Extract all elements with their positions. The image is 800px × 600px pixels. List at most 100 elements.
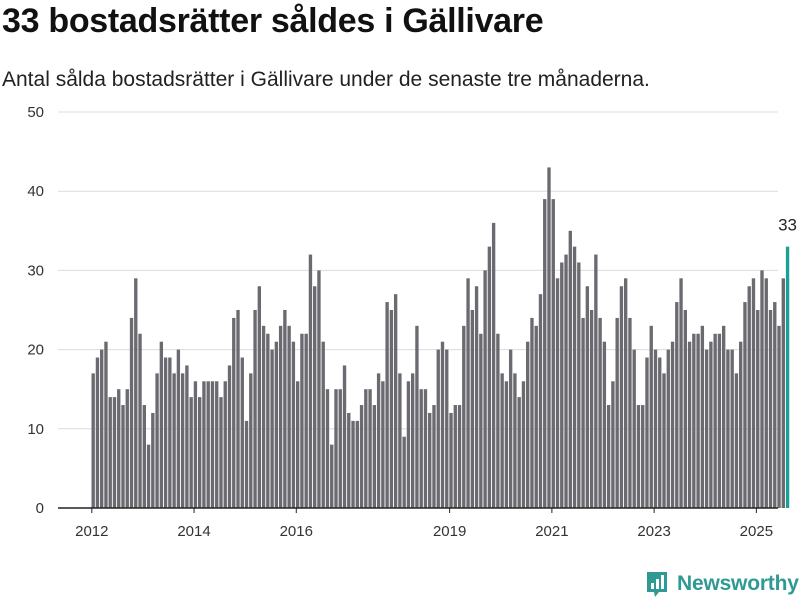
bar	[492, 223, 495, 508]
bar	[483, 270, 486, 508]
bar	[245, 421, 248, 508]
y-tick-label: 40	[27, 183, 44, 200]
bar	[151, 413, 154, 508]
bar	[241, 358, 244, 508]
bar	[275, 342, 278, 508]
bar	[177, 350, 180, 508]
bar	[581, 318, 584, 508]
bar	[773, 302, 776, 508]
bar	[428, 413, 431, 508]
bar	[305, 334, 308, 508]
bar	[637, 405, 640, 508]
bar	[96, 358, 99, 508]
bar	[364, 389, 367, 508]
bar	[113, 397, 116, 508]
bar-chart: 010203040502012 2014 2016 2019 2021 2023 20253…	[0, 0, 800, 600]
bar	[556, 278, 559, 508]
bar	[385, 302, 388, 508]
bar	[458, 405, 461, 508]
bar	[769, 310, 772, 508]
bar	[675, 302, 678, 508]
bar	[445, 350, 448, 508]
bar	[479, 334, 482, 508]
bar	[343, 365, 346, 508]
y-tick-label: 0	[36, 500, 44, 517]
bar	[262, 326, 265, 508]
bar	[266, 334, 269, 508]
bar	[552, 199, 555, 508]
bar	[309, 255, 312, 508]
bar	[662, 373, 665, 508]
bar	[194, 381, 197, 508]
x-tick-label: 2016	[280, 523, 313, 540]
bar	[535, 326, 538, 508]
bar	[138, 334, 141, 508]
bar	[211, 381, 214, 508]
bar	[181, 373, 184, 508]
bar	[594, 255, 597, 508]
bar	[394, 294, 397, 508]
bar	[777, 326, 780, 508]
bar	[471, 310, 474, 508]
bar	[505, 381, 508, 508]
bar	[748, 286, 751, 508]
bar	[611, 381, 614, 508]
bar	[543, 199, 546, 508]
bar	[283, 310, 286, 508]
bar	[513, 373, 516, 508]
x-tick-label: 2023	[637, 523, 670, 540]
bar	[207, 381, 210, 508]
bar	[475, 286, 478, 508]
bar	[415, 326, 418, 508]
bar	[726, 350, 729, 508]
bar	[645, 358, 648, 508]
latest-value-label: 33	[778, 216, 797, 235]
bar	[756, 310, 759, 508]
bar	[603, 342, 606, 508]
bar	[590, 310, 593, 508]
bar	[130, 318, 133, 508]
bar	[598, 318, 601, 508]
y-tick-label: 30	[27, 262, 44, 279]
bar	[522, 381, 525, 508]
bar	[466, 278, 469, 508]
bar	[411, 373, 414, 508]
bar	[671, 342, 674, 508]
bar	[547, 167, 550, 508]
bar	[424, 389, 427, 508]
bar	[287, 326, 290, 508]
bar	[713, 334, 716, 508]
x-tick-label: 2021	[535, 523, 568, 540]
bar	[258, 286, 261, 508]
bar	[92, 373, 95, 508]
bar	[620, 286, 623, 508]
bar	[667, 350, 670, 508]
bar	[586, 286, 589, 508]
bar	[185, 365, 188, 508]
bar	[398, 373, 401, 508]
bar	[134, 278, 137, 508]
bar	[718, 334, 721, 508]
bar	[560, 262, 563, 508]
bar	[232, 318, 235, 508]
bar	[292, 342, 295, 508]
bar	[351, 421, 354, 508]
bar	[760, 270, 763, 508]
bar	[752, 278, 755, 508]
bar	[688, 342, 691, 508]
bar	[334, 389, 337, 508]
bar	[381, 381, 384, 508]
brand-logo: Newsworthy	[645, 570, 799, 598]
bar	[104, 342, 107, 508]
bar	[701, 326, 704, 508]
bar	[462, 326, 465, 508]
bar	[143, 405, 146, 508]
bar	[709, 342, 712, 508]
bar	[202, 381, 205, 508]
bar	[356, 421, 359, 508]
bar	[279, 326, 282, 508]
bar	[509, 350, 512, 508]
bar	[615, 318, 618, 508]
newsworthy-logo-icon	[645, 570, 669, 598]
bar	[454, 405, 457, 508]
